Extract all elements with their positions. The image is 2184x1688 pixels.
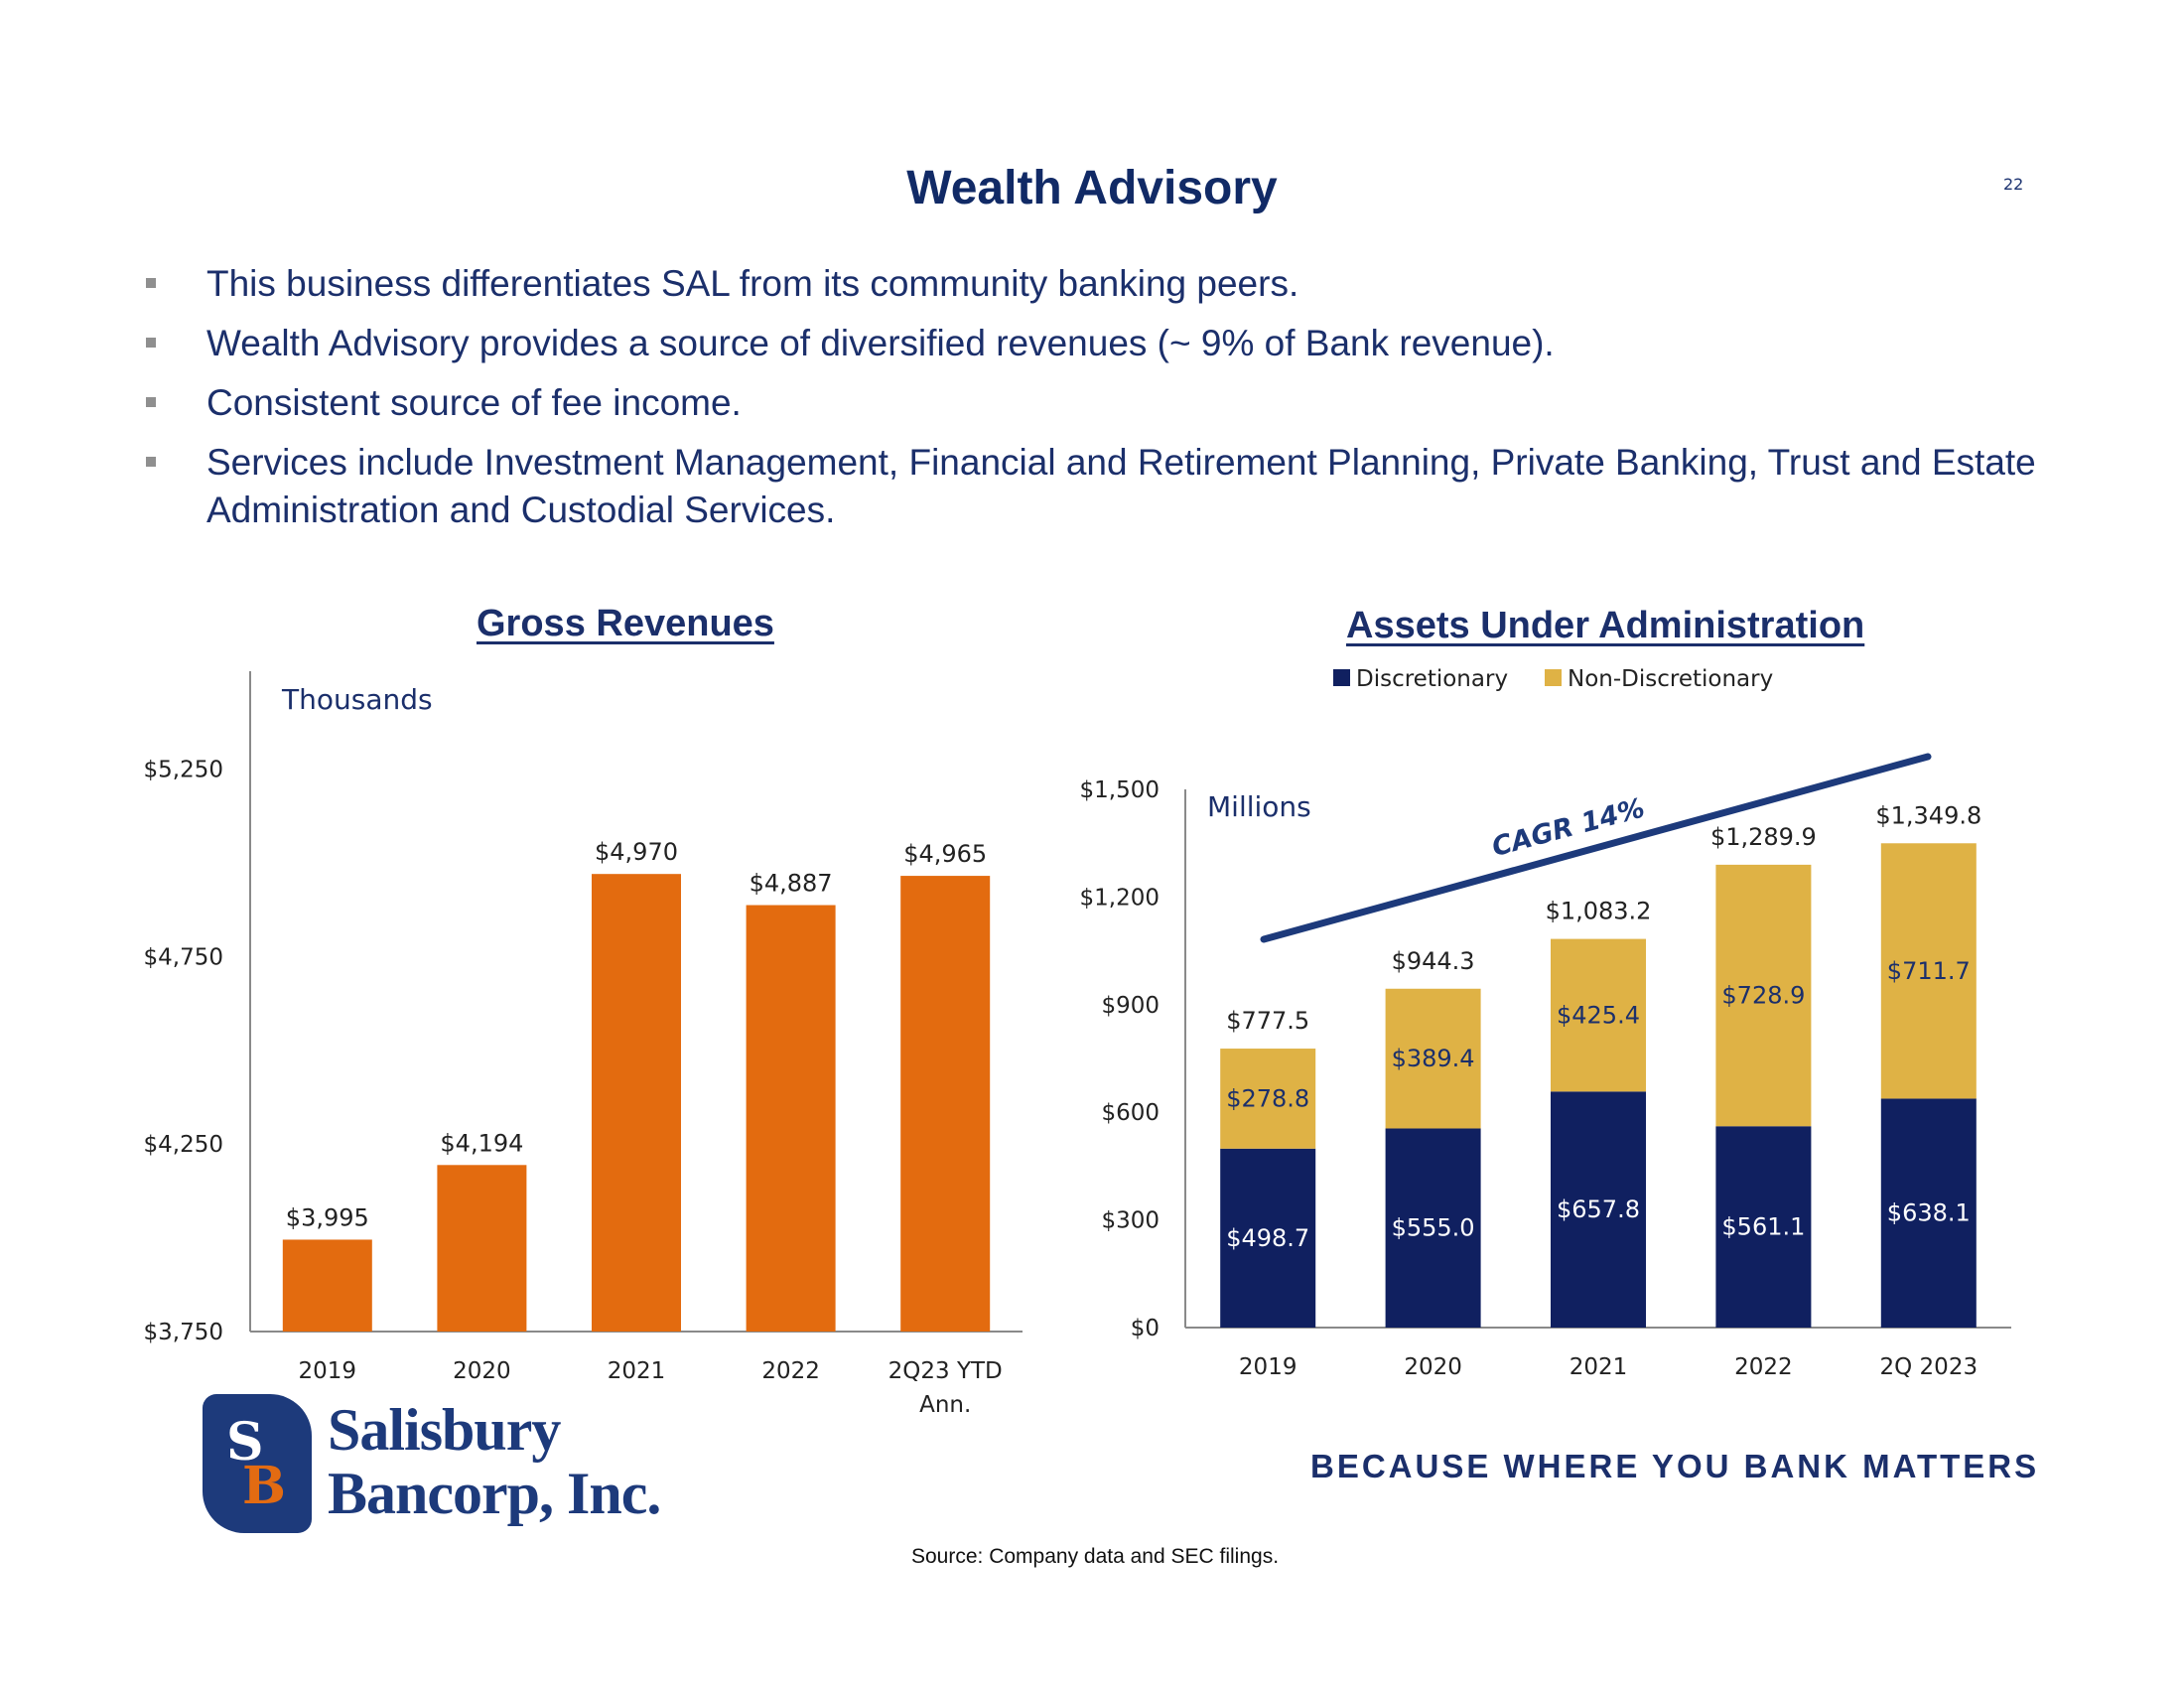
aua-unit-label: Millions [1207,790,1311,823]
aua-bar-non-discretionary [1880,843,1977,1099]
aua-category-label: 2Q 2023 [1880,1354,1979,1380]
aua-label-non-discretionary: $278.8 [1226,1084,1309,1112]
gross-bar [746,905,836,1332]
aua-bar-non-discretionary [1551,938,1646,1092]
logo-letter-s: S [226,1412,264,1473]
aua-bar-discretionary [1880,1098,1977,1328]
legend-label-non-discretionary: Non-Discretionary [1568,666,1773,692]
gross-y-tick-label: $4,750 [144,944,223,970]
aua-y-tick-label: $600 [1101,1100,1160,1126]
aua-label-discretionary: $498.7 [1226,1224,1309,1252]
aua-total-label: $944.3 [1392,947,1475,975]
gross-data-label: $4,970 [595,838,678,866]
aua-y-tick-label: $1,200 [1080,885,1160,911]
aua-label-non-discretionary: $711.7 [1887,957,1971,985]
square-bullet-icon [146,338,156,348]
gross-revenues-title: Gross Revenues [477,603,774,644]
aua-total-label: $777.5 [1226,1007,1309,1035]
page-title: Wealth Advisory [906,162,1278,214]
gross-data-label: $3,995 [286,1203,369,1231]
bullet-list: This business differentiates SAL from it… [139,260,2055,546]
gross-data-label: $4,965 [903,840,987,868]
aua-y-tick-label: $300 [1101,1208,1160,1234]
aua-label-non-discretionary: $389.4 [1392,1045,1475,1072]
aua-y-tick-label: $0 [1131,1316,1160,1341]
aua-title: Assets Under Administration [1346,605,1865,646]
aua-bar-non-discretionary [1715,864,1812,1127]
logo-letter-b: B [242,1456,286,1516]
aua-category-label: 2020 [1404,1354,1462,1380]
gross-category-label: 2022 [761,1358,820,1384]
gross-category-label: 2019 [299,1358,357,1384]
bullet-item: Consistent source of fee income. [139,379,2055,427]
cagr-trend-line [1260,753,1932,943]
square-bullet-icon [146,278,156,288]
logo-line-2: Bancorp, Inc. [328,1461,661,1526]
aua-category-label: 2022 [1734,1354,1793,1380]
aua-bar-discretionary [1551,1091,1646,1328]
aua-total-label: $1,083.2 [1546,898,1652,925]
aua-y-tick-label: $1,500 [1080,777,1160,803]
gross-data-label: $4,887 [750,870,833,898]
aua-category-label: 2019 [1239,1354,1297,1380]
gross-data-label: $4,194 [440,1129,523,1157]
aua-bar-non-discretionary [1220,1049,1316,1149]
gross-bar [437,1165,527,1332]
bullet-item: Wealth Advisory provides a source of div… [139,320,2055,367]
bullet-item: This business differentiates SAL from it… [139,260,2055,308]
source-note: Source: Company data and SEC filings. [911,1545,1280,1568]
gross-category-label: 2020 [453,1358,511,1384]
gross-unit-label: Thousands [281,683,433,716]
aua-bar-discretionary [1715,1126,1812,1328]
aua-label-discretionary: $561.1 [1721,1213,1805,1241]
gross-category-label: 2Q23 YTD [888,1358,1003,1384]
gross-y-tick-label: $5,250 [144,757,223,782]
square-bullet-icon [146,397,156,407]
aua-label-discretionary: $638.1 [1887,1199,1971,1227]
page-number: 22 [2003,175,2024,194]
tagline: BECAUSE WHERE YOU BANK MATTERS [1310,1448,2040,1484]
aua-total-label: $1,349.8 [1875,801,1981,829]
legend-label-discretionary: Discretionary [1356,666,1508,692]
bullet-item: Services include Investment Management, … [139,439,2055,534]
aua-bar-non-discretionary [1385,988,1481,1129]
aua-label-non-discretionary: $425.4 [1557,1001,1640,1029]
gross-bar [900,876,991,1332]
gross-bar [282,1239,372,1332]
aua-category-label: 2021 [1570,1354,1628,1380]
gross-y-tick-label: $4,250 [144,1132,223,1158]
aua-total-label: $1,289.9 [1710,823,1817,851]
aua-bar-discretionary [1220,1148,1316,1328]
gross-bar [592,874,681,1332]
square-bullet-icon [146,457,156,467]
aua-y-tick-label: $900 [1101,993,1160,1019]
gross-category-label: Ann. [919,1392,971,1418]
aua-label-discretionary: $657.8 [1557,1196,1640,1223]
legend-swatch-discretionary [1333,669,1350,686]
logo-line-1: Salisbury [328,1397,561,1463]
gross-y-tick-label: $3,750 [144,1320,223,1345]
logo-monogram: S B [203,1394,312,1533]
aua-bar-discretionary [1385,1128,1481,1328]
gross-category-label: 2021 [608,1358,666,1384]
aua-label-discretionary: $555.0 [1392,1214,1475,1242]
aua-label-non-discretionary: $728.9 [1721,982,1805,1010]
legend-swatch-non-discretionary [1545,669,1562,686]
logo-wordmark: Salisbury Bancorp, Inc. [328,1397,661,1526]
